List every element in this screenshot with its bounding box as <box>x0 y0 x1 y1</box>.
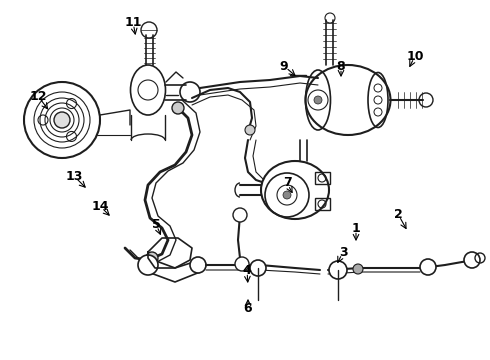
Circle shape <box>190 257 206 273</box>
Text: 13: 13 <box>65 170 83 183</box>
Text: 10: 10 <box>406 49 424 63</box>
Text: 9: 9 <box>280 59 288 72</box>
Text: 1: 1 <box>352 221 360 234</box>
Circle shape <box>233 208 247 222</box>
Circle shape <box>138 255 158 275</box>
Circle shape <box>245 125 255 135</box>
Circle shape <box>283 191 291 199</box>
Text: 12: 12 <box>29 90 47 103</box>
Circle shape <box>250 260 266 276</box>
Circle shape <box>235 257 249 271</box>
Text: 4: 4 <box>243 264 251 276</box>
Bar <box>315 172 330 184</box>
Circle shape <box>314 96 322 104</box>
Text: 3: 3 <box>339 246 347 258</box>
Circle shape <box>54 112 70 128</box>
Circle shape <box>146 252 158 264</box>
Ellipse shape <box>261 161 329 219</box>
Text: 7: 7 <box>283 176 292 189</box>
Circle shape <box>329 261 347 279</box>
Bar <box>315 198 330 210</box>
Text: 6: 6 <box>244 302 252 315</box>
Ellipse shape <box>305 65 391 135</box>
Circle shape <box>353 264 363 274</box>
Text: 5: 5 <box>151 217 160 230</box>
Text: 14: 14 <box>91 199 109 212</box>
Circle shape <box>172 102 184 114</box>
Text: 2: 2 <box>393 207 402 220</box>
Circle shape <box>464 252 480 268</box>
Text: 11: 11 <box>124 15 142 28</box>
Circle shape <box>420 259 436 275</box>
Text: 8: 8 <box>337 59 345 72</box>
